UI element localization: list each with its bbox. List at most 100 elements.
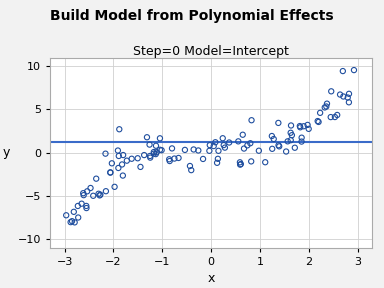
- X-axis label: x: x: [207, 272, 215, 285]
- Point: [215, 156, 221, 161]
- Point: [71, 210, 77, 214]
- Point: [119, 162, 125, 167]
- Point: [75, 204, 81, 208]
- Point: [316, 120, 322, 124]
- Point: [146, 142, 152, 147]
- Point: [71, 220, 78, 225]
- Point: [323, 104, 329, 109]
- Point: [109, 161, 115, 166]
- Point: [237, 162, 243, 167]
- Point: [93, 176, 99, 181]
- Point: [200, 157, 206, 161]
- Point: [159, 148, 165, 152]
- Point: [214, 160, 220, 165]
- Point: [182, 147, 188, 152]
- Point: [90, 194, 96, 198]
- Point: [324, 101, 330, 106]
- Point: [79, 201, 85, 206]
- Point: [111, 185, 118, 189]
- Point: [288, 123, 294, 128]
- Title: Step=0 Model=Intercept: Step=0 Model=Intercept: [133, 45, 289, 58]
- Point: [346, 100, 352, 105]
- Point: [269, 147, 275, 151]
- Point: [188, 168, 194, 173]
- Point: [107, 170, 113, 175]
- Point: [69, 219, 75, 223]
- Point: [153, 143, 159, 148]
- Point: [116, 127, 122, 132]
- Point: [103, 189, 109, 194]
- Point: [135, 156, 141, 161]
- Point: [328, 89, 334, 94]
- Point: [334, 113, 340, 117]
- Point: [235, 139, 242, 144]
- Point: [124, 158, 130, 163]
- Point: [83, 204, 89, 208]
- Point: [283, 149, 289, 154]
- Point: [222, 145, 228, 150]
- Point: [332, 115, 338, 119]
- Point: [80, 191, 86, 196]
- Point: [97, 193, 103, 198]
- Point: [314, 119, 321, 123]
- Point: [297, 125, 303, 130]
- Point: [141, 153, 147, 157]
- Point: [96, 192, 102, 196]
- Point: [175, 156, 182, 160]
- Point: [167, 159, 173, 163]
- Point: [305, 123, 311, 127]
- Point: [262, 160, 268, 164]
- Point: [83, 206, 89, 210]
- Point: [153, 152, 159, 156]
- Point: [195, 148, 201, 153]
- Point: [147, 154, 153, 158]
- Point: [297, 124, 303, 128]
- Point: [322, 105, 328, 110]
- Point: [306, 126, 312, 131]
- Point: [345, 95, 351, 100]
- Point: [220, 136, 226, 141]
- Point: [151, 150, 157, 154]
- Point: [206, 149, 212, 153]
- Point: [337, 92, 343, 97]
- Point: [75, 215, 81, 220]
- Point: [120, 153, 126, 157]
- Point: [215, 149, 222, 153]
- Point: [248, 118, 255, 122]
- Point: [169, 146, 175, 151]
- Point: [88, 186, 94, 190]
- Point: [116, 154, 122, 158]
- Point: [137, 165, 144, 169]
- Point: [288, 138, 294, 143]
- Point: [289, 133, 295, 137]
- Point: [81, 193, 87, 198]
- Point: [107, 170, 113, 175]
- Point: [271, 137, 277, 141]
- Point: [299, 135, 305, 140]
- Point: [147, 155, 153, 160]
- Point: [340, 94, 346, 99]
- Point: [238, 162, 244, 166]
- Point: [351, 68, 357, 72]
- Point: [129, 156, 135, 161]
- Text: Build Model from Polynomial Effects: Build Model from Polynomial Effects: [50, 9, 334, 23]
- Point: [187, 164, 193, 168]
- Point: [154, 150, 160, 155]
- Point: [171, 156, 177, 161]
- Point: [256, 148, 262, 153]
- Point: [211, 144, 217, 148]
- Point: [68, 220, 74, 224]
- Point: [157, 136, 163, 141]
- Point: [97, 192, 103, 197]
- Point: [317, 111, 323, 115]
- Point: [328, 115, 334, 120]
- Point: [226, 140, 232, 145]
- Point: [247, 141, 253, 145]
- Point: [288, 130, 294, 135]
- Point: [237, 160, 243, 165]
- Point: [240, 132, 246, 137]
- Point: [207, 143, 213, 147]
- Point: [212, 140, 218, 145]
- Point: [275, 143, 281, 147]
- Point: [346, 92, 352, 96]
